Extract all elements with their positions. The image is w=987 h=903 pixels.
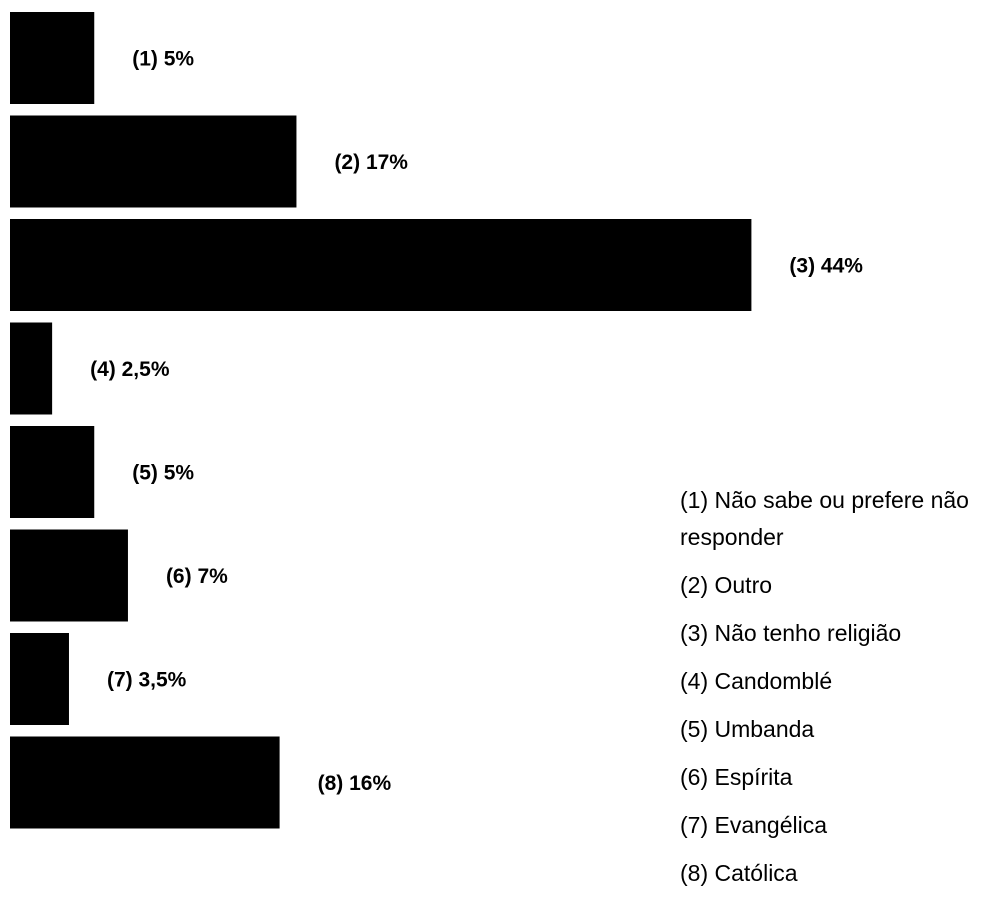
legend-entry: (8) Católica (680, 860, 798, 886)
data-label: (4) 2,5% (90, 358, 170, 381)
bar (10, 12, 95, 104)
legend-entry: (1) Não sabe ou prefere não responder (680, 487, 969, 550)
bar (10, 529, 128, 622)
data-label: (8) 16% (318, 772, 392, 795)
bar (10, 426, 95, 518)
data-label: (7) 3,5% (107, 669, 187, 692)
legend-entry: (7) Evangélica (680, 812, 828, 838)
data-label: (6) 7% (166, 565, 228, 588)
bar (10, 322, 53, 415)
legend-entry: (4) Candomblé (680, 668, 833, 694)
bar (10, 633, 69, 725)
data-label: (5) 5% (132, 462, 194, 485)
legend-entry: (6) Espírita (680, 764, 793, 790)
data-label: (1) 5% (132, 48, 194, 71)
legend-entry: (5) Umbanda (680, 716, 815, 742)
legend: (1) Não sabe ou prefere não responder (2)… (680, 482, 985, 903)
bar (10, 115, 297, 208)
data-label: (3) 44% (789, 255, 863, 278)
legend-entry: (2) Outro (680, 572, 773, 598)
bar (10, 219, 752, 311)
data-label: (2) 17% (334, 151, 408, 174)
legend-entry: (3) Não tenho religião (680, 620, 902, 646)
bar (10, 736, 280, 829)
